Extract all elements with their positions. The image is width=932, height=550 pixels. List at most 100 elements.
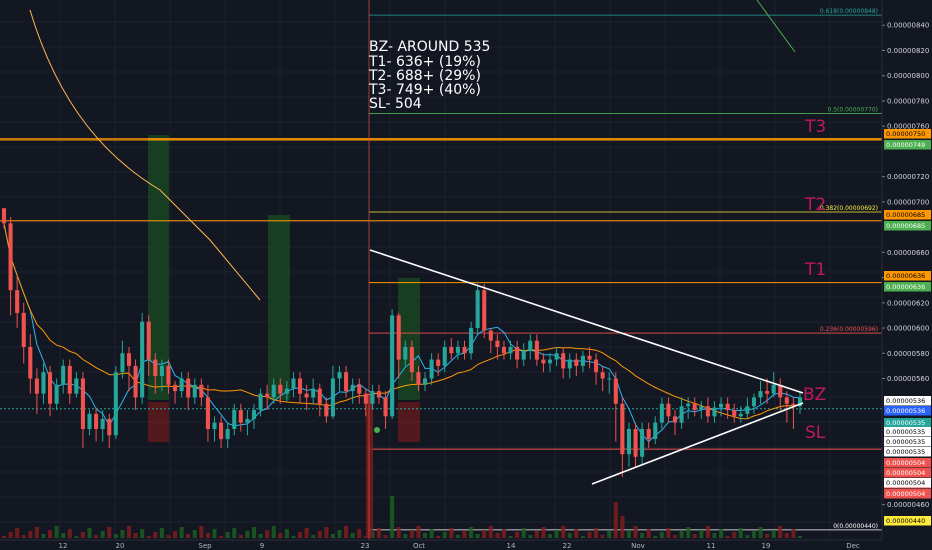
volume-bar [686, 527, 691, 538]
volume-bar [574, 529, 579, 538]
candle [738, 406, 743, 423]
candle [403, 340, 408, 366]
volume-bar [554, 530, 559, 538]
volume-bar [442, 532, 447, 538]
candles [1, 208, 803, 477]
volume-bar [732, 532, 737, 538]
candle [778, 378, 783, 411]
volume-bar [383, 535, 388, 538]
price-tag-bg [884, 271, 931, 281]
candle [48, 365, 53, 417]
candle-body [219, 422, 224, 440]
price-tag: 0.00000504 [884, 458, 931, 468]
candle-body [179, 378, 184, 392]
candle-body [765, 391, 770, 394]
candle [166, 359, 171, 394]
volume-bar [251, 527, 257, 538]
time-tick-label: 19 [762, 542, 771, 550]
lower-trendline[interactable] [591, 402, 804, 485]
buy-zone [268, 215, 290, 400]
price-tag-bg [884, 210, 931, 220]
candle [87, 410, 92, 436]
candle-body [653, 422, 658, 440]
candle [705, 397, 710, 423]
candle [646, 422, 651, 448]
volume-bar [146, 536, 151, 538]
target-label-t2: T2 [804, 195, 826, 215]
candle [449, 338, 454, 360]
candle-body [159, 365, 164, 376]
candle-body [186, 378, 191, 398]
candle [732, 403, 737, 423]
candle [100, 410, 105, 442]
candle-body [613, 378, 618, 404]
price-tick-label: 0.00000780 [887, 97, 929, 105]
volume-bar [659, 532, 664, 538]
candle-body [429, 359, 434, 379]
candle [613, 372, 618, 442]
candle-body [258, 393, 263, 411]
candle-body [146, 321, 151, 360]
fib-label: 0.5(0.00000770) [828, 107, 879, 114]
candle-body [238, 410, 243, 423]
price-tag-bg [884, 406, 931, 416]
volume-bar [501, 529, 507, 538]
candle [133, 359, 138, 411]
ma-long [29, 9, 261, 301]
candle [311, 378, 316, 404]
candle-body [620, 403, 625, 455]
candle [186, 372, 191, 411]
price-tick-label: 0.00000800 [887, 72, 929, 80]
candle-body [107, 418, 112, 436]
upper-trendline[interactable] [369, 249, 804, 394]
stop-zone [148, 402, 169, 442]
volume-bar [1, 536, 7, 538]
candle-body [376, 391, 382, 398]
fib-label: 0.382(0.00000692) [820, 205, 878, 212]
candle-body [672, 416, 678, 423]
candle [482, 283, 487, 339]
candle [80, 372, 85, 448]
candle-body [495, 340, 500, 347]
candle [179, 372, 184, 398]
candle [600, 365, 605, 392]
candle-body [324, 403, 329, 417]
volume-bar [94, 535, 99, 538]
candle-body [705, 406, 710, 417]
candle-body [797, 397, 803, 407]
fib-label: 0.236(0.00000596) [820, 326, 878, 333]
candle-body [87, 413, 92, 429]
candle [350, 378, 355, 404]
volume-bar [778, 526, 783, 538]
time-tick-label: Dec [846, 542, 860, 550]
volume-bar [80, 532, 85, 538]
candle-body [475, 290, 480, 329]
candle [534, 334, 539, 366]
candle [205, 384, 210, 442]
volume-bar [561, 526, 566, 538]
candle-body [80, 378, 85, 429]
candle [692, 397, 697, 417]
price-tag-label: 0.00000750 [886, 130, 925, 138]
candle-body [521, 350, 526, 360]
volume-bar [600, 535, 605, 538]
candle-body [692, 403, 697, 411]
volume-bar [366, 395, 373, 538]
volume-bar [337, 530, 342, 538]
volume-bar [238, 535, 243, 538]
volume-bar [159, 528, 164, 538]
candle [225, 422, 230, 448]
candle [140, 312, 145, 404]
volume-bar [284, 529, 289, 538]
candle-body [350, 384, 355, 392]
volume-bar [54, 526, 59, 538]
price-tag-bg [884, 478, 931, 488]
price-tag-label: 0.00000535 [886, 448, 925, 456]
candle [758, 381, 763, 404]
candle-body [317, 388, 322, 404]
time-tick-label: 14 [507, 542, 516, 550]
price-tick-label: 0.00000700 [887, 198, 929, 206]
candle [791, 397, 796, 429]
candle [567, 353, 572, 379]
